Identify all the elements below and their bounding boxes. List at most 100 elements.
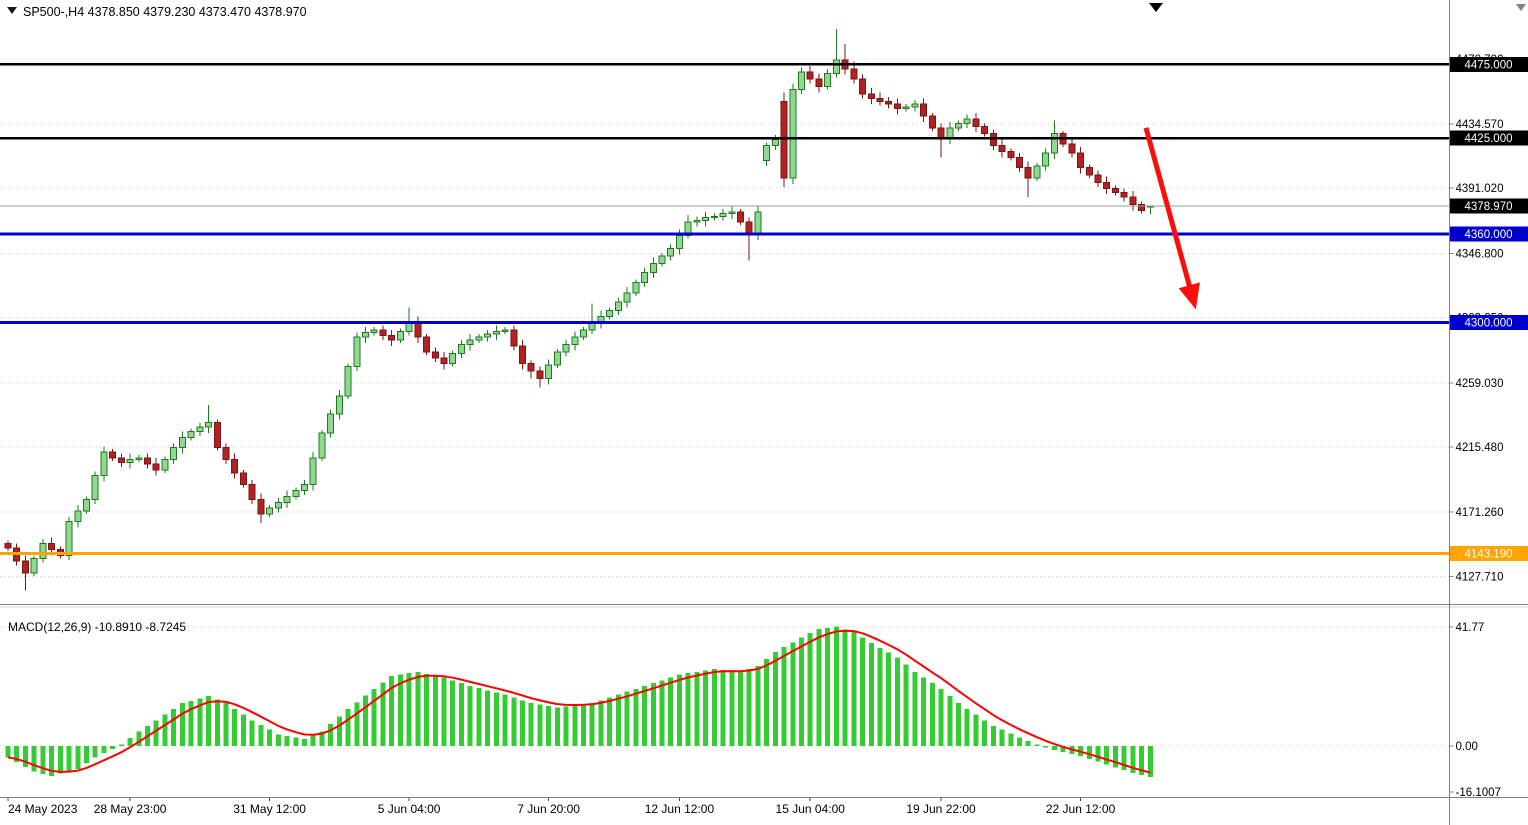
price-grid-label: 4171.260 — [1456, 507, 1504, 519]
candle-body — [466, 339, 474, 346]
candle-body — [1138, 203, 1146, 211]
candle-body — [885, 100, 893, 105]
price-grid-label: 4215.480 — [1456, 442, 1504, 454]
candle-body — [719, 212, 727, 217]
macd-histogram-bar — [188, 700, 194, 746]
candle-body — [222, 447, 230, 461]
candle — [239, 469, 247, 488]
horizontal-level-lines[interactable] — [0, 63, 1450, 556]
candle-body — [658, 255, 666, 264]
candle — [484, 329, 492, 342]
macd-histogram-bar — [921, 677, 927, 746]
macd-histogram-bar — [1051, 745, 1057, 751]
macd-histogram-bar — [598, 700, 604, 746]
candle-body — [309, 457, 317, 486]
macd-histogram-bar — [912, 671, 918, 746]
candle-body — [745, 221, 753, 235]
candle — [1111, 185, 1119, 196]
candle — [832, 29, 840, 78]
price-axis[interactable]: 4478.7004434.5704391.0204346.8004303.250… — [1449, 54, 1528, 799]
macd-histogram-bar — [589, 703, 595, 746]
candle — [344, 363, 352, 400]
candle-body — [789, 88, 797, 179]
trend-arrow[interactable] — [1143, 127, 1200, 310]
macd-histogram-bar — [851, 631, 857, 746]
candle-body — [117, 457, 125, 463]
candle — [545, 359, 553, 385]
candle-body — [954, 122, 962, 129]
macd-histogram-bar — [860, 637, 866, 746]
macd-histogram-bar — [162, 714, 168, 746]
macd-histogram-bar — [1060, 745, 1066, 753]
macd-histogram-bar — [1095, 745, 1101, 762]
candle — [989, 129, 997, 150]
candle — [431, 347, 439, 363]
macd-histogram-bar — [5, 745, 11, 758]
candle-body — [484, 333, 492, 338]
candle-body — [859, 78, 867, 95]
macd-histogram-bar — [990, 725, 996, 746]
candle-body — [475, 336, 483, 341]
macd-histogram-bar — [397, 674, 403, 746]
candle-body — [710, 215, 718, 219]
macd-histogram-bar — [1017, 737, 1023, 746]
candle-body — [257, 498, 265, 515]
candle-body — [641, 271, 649, 284]
macd-histogram-bar — [868, 643, 874, 746]
macd-histogram-bar — [458, 683, 464, 746]
macd-histogram-bar — [807, 633, 813, 746]
candle-body — [562, 344, 570, 353]
chart-shift-marker-icon[interactable] — [1149, 3, 1163, 12]
candle-body — [667, 248, 675, 257]
candle — [501, 326, 509, 335]
macd-histogram-bar — [214, 699, 220, 746]
candle — [1146, 205, 1154, 215]
macd-histogram-bar — [258, 725, 264, 746]
macd-histogram-bar — [1025, 740, 1031, 746]
candle-body — [327, 413, 335, 434]
candle — [911, 99, 919, 112]
macd-histogram-bar — [66, 745, 72, 772]
annotations[interactable] — [1143, 127, 1200, 310]
candle-body — [274, 501, 282, 509]
candle-body — [213, 422, 221, 449]
macd-histogram-bar — [1130, 745, 1136, 774]
candle — [152, 458, 160, 476]
candle-body — [1068, 143, 1076, 154]
price-grid-label: 4434.570 — [1456, 119, 1504, 131]
macd-histogram-bar — [816, 628, 822, 746]
macd-histogram-bar — [624, 691, 630, 746]
candle-body — [187, 431, 195, 438]
macd-histogram-bar — [232, 708, 238, 746]
candle — [144, 453, 152, 469]
candle-body — [1050, 133, 1058, 154]
candle — [440, 351, 448, 370]
macd-histogram-bar — [781, 646, 787, 746]
candle — [1085, 164, 1093, 178]
time-axis[interactable]: 24 May 2023 28 May 23:00 31 May 12:00 5 Jun… — [7, 797, 1116, 816]
candle-body — [1129, 196, 1137, 205]
macd-histogram-bar — [380, 682, 386, 746]
macd-histogram-bar — [659, 680, 665, 746]
candle — [588, 303, 596, 335]
time-label: 7 Jun 20:00 — [517, 802, 580, 816]
candle — [536, 366, 544, 388]
macd-histogram-bar — [197, 698, 203, 746]
candle — [719, 208, 727, 221]
scale-corner-marker-icon[interactable] — [1516, 4, 1526, 11]
candle-body — [292, 489, 300, 497]
macd-histogram-bar — [1104, 745, 1110, 765]
symbol-marker-icon — [7, 7, 17, 14]
candle-body — [178, 436, 186, 449]
macd-histogram-bar — [171, 708, 177, 746]
macd-histogram-bar — [1008, 733, 1014, 746]
candle-body — [920, 103, 928, 117]
candle — [100, 446, 108, 482]
candle-body — [1120, 192, 1128, 198]
candle-body — [876, 97, 884, 102]
macd-histogram-bar — [668, 677, 674, 746]
candle — [972, 113, 980, 133]
candle-body — [144, 457, 152, 465]
macd-histogram-bar — [1043, 745, 1049, 748]
